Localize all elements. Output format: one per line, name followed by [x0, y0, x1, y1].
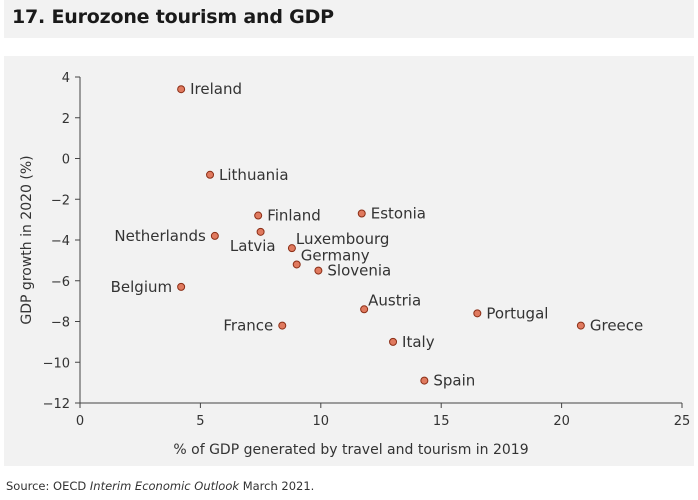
x-tick-label: 20: [553, 414, 570, 429]
data-point-portugal: [473, 309, 482, 318]
data-point-ireland: [177, 85, 186, 94]
data-point-greece: [576, 321, 585, 330]
x-axis-label: % of GDP generated by travel and tourism…: [173, 442, 528, 458]
data-point-slovenia: [314, 266, 323, 275]
point-label-ireland: Ireland: [190, 80, 242, 98]
y-tick-label: −2: [51, 193, 70, 208]
source-note: Source: OECD Interim Economic Outlook Ma…: [6, 479, 314, 493]
data-point-austria: [360, 305, 369, 314]
y-axis-label: GDP growth in 2020 (%): [19, 155, 35, 324]
chart-title: 17. Eurozone tourism and GDP: [12, 6, 334, 28]
point-label-slovenia: Slovenia: [327, 262, 391, 280]
title-bar: 17. Eurozone tourism and GDP: [4, 0, 694, 38]
point-label-netherlands: Netherlands: [114, 227, 206, 245]
data-point-spain: [420, 376, 429, 385]
data-point-latvia: [256, 227, 265, 236]
data-point-estonia: [357, 209, 366, 218]
data-point-italy: [389, 337, 398, 346]
data-point-germany: [292, 260, 301, 269]
y-tick-label: −12: [43, 397, 70, 412]
point-label-france: France: [223, 317, 273, 335]
y-tick-label: 4: [62, 71, 70, 86]
y-tick-label: −8: [51, 316, 70, 331]
source-publication: Interim Economic Outlook: [89, 479, 240, 493]
x-tick-label: 5: [196, 414, 204, 429]
y-tick-label: −6: [51, 275, 70, 290]
point-label-spain: Spain: [433, 372, 475, 390]
y-tick-label: −4: [51, 234, 70, 249]
point-label-portugal: Portugal: [486, 304, 548, 322]
point-label-luxembourg: Luxembourg: [296, 230, 390, 248]
point-label-italy: Italy: [402, 333, 435, 351]
source-prefix: Source: OECD: [6, 479, 90, 493]
data-point-luxembourg: [287, 244, 296, 253]
data-point-belgium: [177, 282, 186, 291]
point-label-latvia: Latvia: [230, 237, 276, 255]
x-tick-label: 0: [76, 414, 84, 429]
data-point-france: [278, 321, 287, 330]
y-tick-label: −10: [43, 356, 70, 371]
point-label-greece: Greece: [590, 317, 643, 335]
data-point-lithuania: [206, 170, 215, 179]
y-tick-label: 0: [62, 153, 70, 168]
point-label-belgium: Belgium: [111, 278, 173, 296]
x-tick-label: 15: [433, 414, 450, 429]
data-point-finland: [254, 211, 263, 220]
x-tick-label: 10: [313, 414, 330, 429]
x-tick-label: 25: [674, 414, 691, 429]
chart-panel: [4, 56, 694, 466]
data-point-netherlands: [210, 231, 219, 240]
point-label-austria: Austria: [368, 291, 421, 309]
point-label-germany: Germany: [301, 246, 370, 264]
source-suffix: March 2021.: [239, 479, 315, 493]
point-label-lithuania: Lithuania: [219, 166, 288, 184]
y-tick-label: 2: [62, 112, 70, 127]
point-label-estonia: Estonia: [371, 205, 426, 223]
point-label-finland: Finland: [267, 207, 321, 225]
